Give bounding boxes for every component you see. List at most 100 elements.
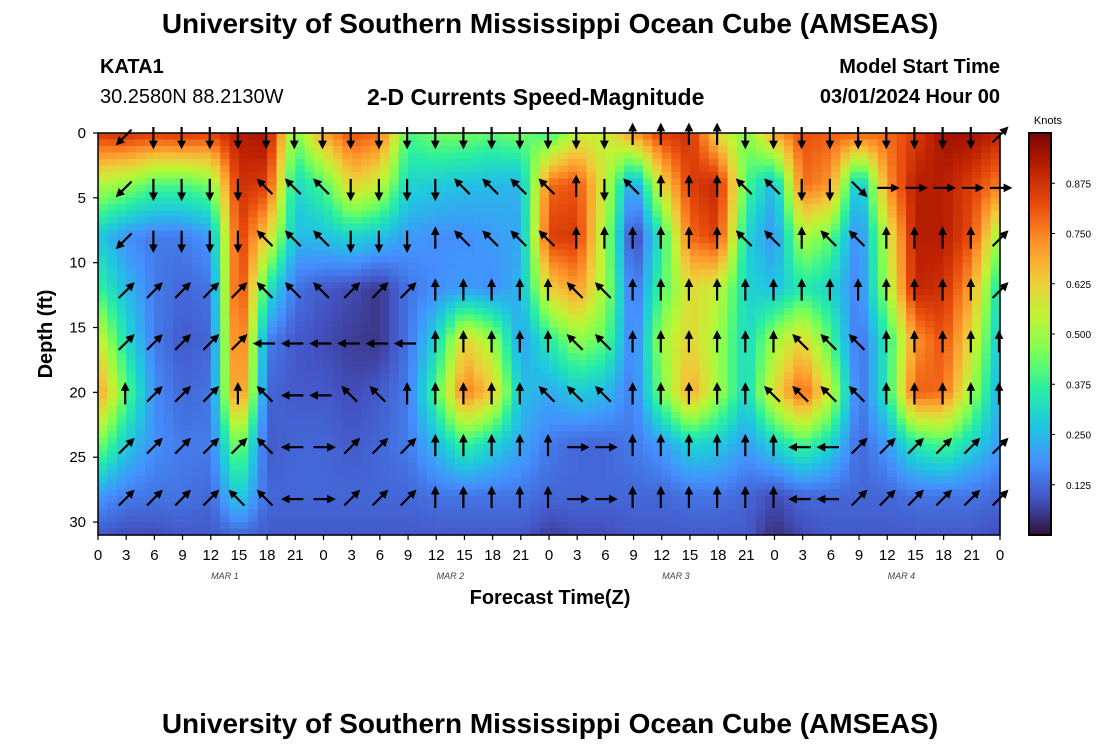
heatmap-cell bbox=[285, 301, 296, 309]
heatmap-cell bbox=[370, 282, 381, 290]
heatmap-cell bbox=[990, 139, 1001, 147]
heatmap-cell bbox=[530, 178, 541, 186]
heatmap-cell bbox=[840, 392, 851, 400]
heatmap-cell bbox=[849, 346, 860, 355]
heatmap-cell bbox=[276, 178, 287, 186]
heatmap-cell bbox=[304, 424, 315, 432]
heatmap-cell bbox=[539, 275, 550, 283]
heatmap-cell bbox=[812, 327, 823, 335]
heatmap-cell bbox=[408, 288, 419, 296]
heatmap-cell bbox=[812, 444, 823, 452]
heatmap-cell bbox=[990, 288, 1001, 296]
heatmap-cell bbox=[915, 158, 926, 167]
heatmap-cell bbox=[652, 392, 663, 400]
heatmap-cell bbox=[981, 217, 992, 225]
heatmap-cell bbox=[426, 327, 437, 335]
heatmap-cell bbox=[248, 269, 259, 277]
heatmap-cell bbox=[295, 437, 306, 445]
heatmap-cell bbox=[774, 346, 785, 355]
heatmap-cell bbox=[830, 366, 841, 374]
heatmap-cell bbox=[539, 431, 550, 439]
heatmap-cell bbox=[107, 197, 118, 205]
heatmap-cell bbox=[285, 243, 296, 251]
heatmap-cell bbox=[708, 301, 719, 309]
heatmap-cell bbox=[755, 450, 766, 458]
heatmap-cell bbox=[201, 262, 212, 270]
heatmap-cell bbox=[408, 184, 419, 192]
heatmap-cell bbox=[370, 372, 381, 380]
heatmap-cell bbox=[304, 398, 315, 406]
heatmap-cell bbox=[990, 269, 1001, 277]
heatmap-cell bbox=[934, 372, 945, 380]
heatmap-cell bbox=[924, 450, 935, 458]
heatmap-cell bbox=[492, 282, 503, 290]
heatmap-cell bbox=[98, 210, 108, 218]
heatmap-cell bbox=[351, 379, 362, 387]
heatmap-cell bbox=[642, 204, 653, 212]
heatmap-cell bbox=[107, 301, 118, 309]
heatmap-cell bbox=[840, 152, 851, 160]
heatmap-cell bbox=[558, 327, 569, 335]
heatmap-cell bbox=[755, 282, 766, 290]
heatmap-cell bbox=[107, 340, 118, 348]
heatmap-cell bbox=[408, 204, 419, 212]
heatmap-cell bbox=[567, 275, 578, 283]
heatmap-cell bbox=[549, 282, 559, 290]
heatmap-cell bbox=[802, 197, 813, 205]
heatmap-cell bbox=[304, 236, 315, 244]
heatmap-cell bbox=[464, 385, 475, 393]
heatmap-cell bbox=[220, 133, 231, 141]
heatmap-cell bbox=[530, 217, 541, 225]
heatmap-cell bbox=[154, 217, 165, 225]
heatmap-cell bbox=[605, 269, 616, 277]
heatmap-cell bbox=[173, 184, 184, 192]
heatmap-cell bbox=[361, 191, 372, 199]
heatmap-cell bbox=[511, 191, 522, 199]
heatmap-cell bbox=[549, 171, 559, 179]
heatmap-cell bbox=[887, 236, 898, 244]
heatmap-cell bbox=[746, 444, 757, 452]
heatmap-cell bbox=[624, 152, 635, 160]
heatmap-cell bbox=[971, 457, 982, 465]
heatmap-cell bbox=[436, 334, 447, 342]
heatmap-cell bbox=[314, 366, 325, 374]
heatmap-cell bbox=[276, 204, 287, 212]
heatmap-cell bbox=[586, 178, 597, 186]
heatmap-cell bbox=[727, 457, 738, 465]
heatmap-cell bbox=[812, 197, 823, 205]
heatmap-cell bbox=[210, 178, 221, 186]
heatmap-cell bbox=[492, 256, 503, 264]
heatmap-cell bbox=[473, 295, 484, 303]
heatmap-cell bbox=[981, 165, 992, 173]
heatmap-cell bbox=[191, 165, 202, 173]
heatmap-cell bbox=[924, 385, 935, 393]
heatmap-cell bbox=[981, 437, 992, 445]
heatmap-cell bbox=[661, 366, 672, 374]
heatmap-cell bbox=[539, 301, 550, 309]
heatmap-cell bbox=[483, 308, 494, 316]
heatmap-cell bbox=[520, 321, 531, 329]
heatmap-cell bbox=[173, 444, 184, 452]
heatmap-cell bbox=[295, 184, 306, 192]
heatmap-cell bbox=[285, 295, 296, 303]
heatmap-cell bbox=[267, 295, 278, 303]
heatmap-cell bbox=[906, 379, 917, 387]
heatmap-cell bbox=[896, 133, 907, 141]
heatmap-cell bbox=[276, 346, 287, 355]
heatmap-cell bbox=[126, 165, 137, 173]
heatmap-cell bbox=[135, 379, 146, 387]
heatmap-cell bbox=[558, 139, 569, 147]
heatmap-cell bbox=[849, 327, 860, 335]
heatmap-cell bbox=[586, 392, 597, 400]
heatmap-cell bbox=[257, 353, 268, 361]
heatmap-cell bbox=[633, 145, 644, 154]
heatmap-cell bbox=[896, 204, 907, 212]
heatmap-cell bbox=[830, 463, 841, 471]
heatmap-cell bbox=[868, 398, 879, 406]
heatmap-cell bbox=[953, 301, 964, 309]
heatmap-cell bbox=[436, 359, 447, 368]
heatmap-cell bbox=[642, 217, 653, 225]
heatmap-cell bbox=[708, 133, 719, 141]
heatmap-cell bbox=[154, 223, 165, 231]
heatmap-cell bbox=[116, 308, 127, 316]
